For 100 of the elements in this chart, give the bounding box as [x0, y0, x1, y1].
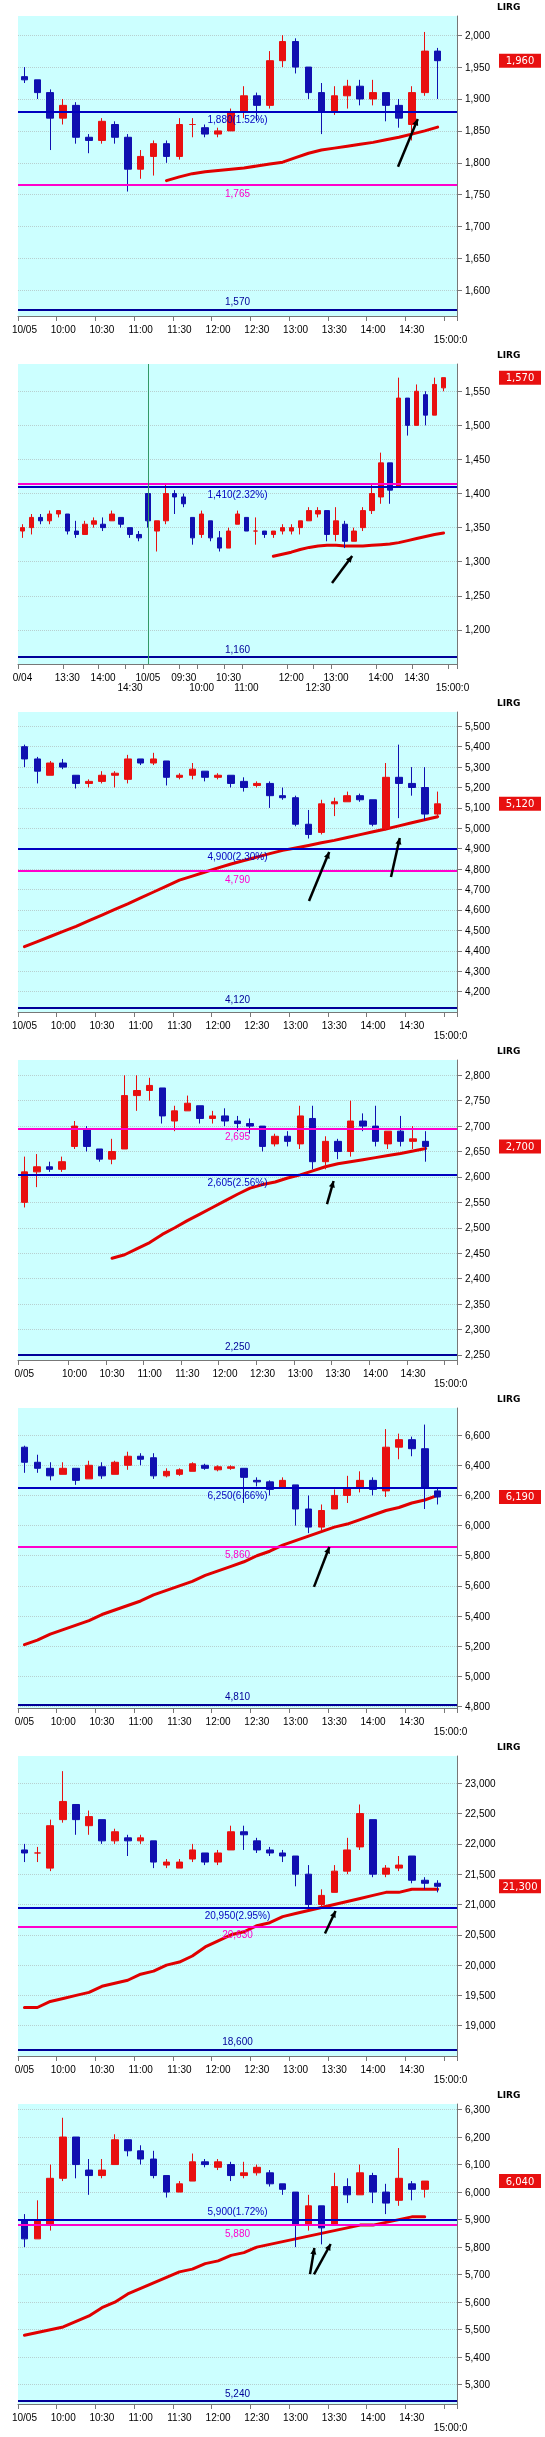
candlestick	[421, 2180, 429, 2199]
candlestick	[369, 482, 375, 515]
x-tick-label: 10/05	[11, 323, 38, 335]
candlestick	[85, 2158, 93, 2196]
text: LIRG	[497, 1393, 521, 1404]
candlestick	[214, 1849, 222, 1866]
candlestick	[98, 770, 106, 784]
x-tick-label: 12:00	[205, 1715, 232, 1727]
y-tick-label: 5,500	[465, 2324, 491, 2336]
candlestick	[395, 1855, 403, 1872]
text: 6,190	[505, 1491, 535, 1503]
candlestick	[189, 1843, 196, 1863]
y-tick-label: 1,300	[465, 556, 491, 568]
x-tick-label: 11:00	[128, 2411, 154, 2423]
ref-line-label: 4,120	[224, 994, 251, 1006]
candlestick	[72, 2136, 80, 2179]
x-tick-label: 12:00	[205, 1019, 232, 1031]
candlestick	[318, 1503, 325, 1531]
x-tick-label: 11:00	[234, 681, 260, 693]
x-tick-label: 10:30	[216, 671, 242, 683]
y-tick-label: 4,500	[465, 924, 491, 936]
y-tick-label: 2,300	[465, 1323, 491, 1335]
candlestick	[111, 1460, 119, 1475]
candlestick	[356, 793, 364, 803]
candlestick	[292, 2191, 299, 2248]
candlestick	[217, 530, 222, 552]
text: LIRG	[497, 1741, 521, 1752]
candlestick	[56, 510, 61, 518]
x-tick-label: 14:30	[400, 1367, 427, 1379]
x-tick-label: 10:00	[189, 681, 215, 693]
x-tick-label: 12:30	[244, 323, 270, 335]
y-tick-label: 5,100	[465, 802, 491, 814]
y-tick-label: 1,600	[465, 284, 491, 296]
candlestick	[201, 2158, 209, 2168]
y-tick-label: 2,450	[465, 1247, 491, 1259]
x-tick-label: 14:00	[360, 2063, 387, 2075]
x-tick-label: 12:30	[244, 1019, 270, 1031]
x-tick-label: 11:30	[175, 1367, 200, 1379]
candlestick	[234, 1115, 241, 1132]
candlestick	[405, 397, 410, 437]
y-tick-label: 5,400	[465, 741, 491, 753]
candlestick	[343, 2177, 351, 2204]
candlestick	[111, 1828, 119, 1845]
x-tick-label: 10:00	[50, 323, 77, 335]
candlestick	[279, 2183, 286, 2196]
x-tick-label: 13:30	[321, 1019, 348, 1031]
y-tick-label: 4,300	[465, 965, 491, 977]
x-tick-label: 0/05	[14, 1715, 35, 1727]
y-tick-label: 19,500	[465, 1989, 497, 2001]
text: 2,700	[505, 1140, 535, 1152]
y-tick-label: 1,850	[465, 125, 491, 137]
ref-line-label: 2,250	[224, 1341, 251, 1353]
candlestick	[414, 383, 419, 426]
ref-line-label: 4,790	[224, 873, 251, 885]
candlestick	[297, 1105, 304, 1150]
candlestick	[172, 489, 177, 515]
candlestick	[253, 1837, 261, 1854]
candlestick	[240, 776, 248, 793]
candlestick	[124, 754, 132, 784]
candlestick	[396, 377, 401, 488]
candlestick	[34, 1846, 41, 1863]
x-tick-label: 13:00	[283, 1019, 309, 1031]
candlestick	[331, 1864, 338, 1893]
candlestick	[72, 1467, 80, 1486]
x-tick-label: 0/04	[12, 671, 33, 683]
y-tick-label: 2,700	[465, 1120, 491, 1132]
candlestick	[343, 1475, 351, 1504]
candlestick	[136, 530, 142, 542]
candlestick	[408, 85, 416, 141]
candlestick	[306, 506, 312, 522]
x-tick-label: 15:00:0	[435, 681, 470, 693]
candlestick	[96, 1148, 103, 1163]
candlestick	[266, 2169, 274, 2188]
candlestick	[289, 523, 294, 535]
y-tick-label: 5,400	[465, 2351, 491, 2363]
candlestick	[190, 516, 195, 546]
candlestick	[214, 127, 222, 138]
x-tick-label: 14:00	[368, 671, 394, 683]
y-tick-label: 2,650	[465, 1146, 491, 1158]
x-tick-label: 11:30	[167, 323, 192, 335]
candlestick	[342, 520, 348, 549]
candlestick	[208, 520, 213, 542]
candlestick	[356, 1803, 364, 1851]
candlestick	[111, 2133, 119, 2166]
text: LIRG	[497, 1, 521, 12]
candlestick	[176, 1467, 183, 1477]
x-tick-label: 14:00	[362, 1367, 389, 1379]
candlestick	[150, 2150, 157, 2179]
x-tick-label: 12:00	[278, 671, 305, 683]
candlestick	[369, 799, 377, 827]
x-tick-label: 11:30	[167, 2411, 192, 2423]
candlestick	[46, 88, 54, 151]
y-tick-label: 4,700	[465, 884, 491, 896]
candlestick	[85, 1460, 93, 1480]
y-tick-label: 23,000	[465, 1777, 497, 1789]
candlestick	[163, 2175, 170, 2199]
candlestick	[124, 133, 132, 193]
candlestick	[421, 766, 429, 821]
candlestick	[189, 117, 196, 138]
candlestick	[347, 1100, 354, 1158]
